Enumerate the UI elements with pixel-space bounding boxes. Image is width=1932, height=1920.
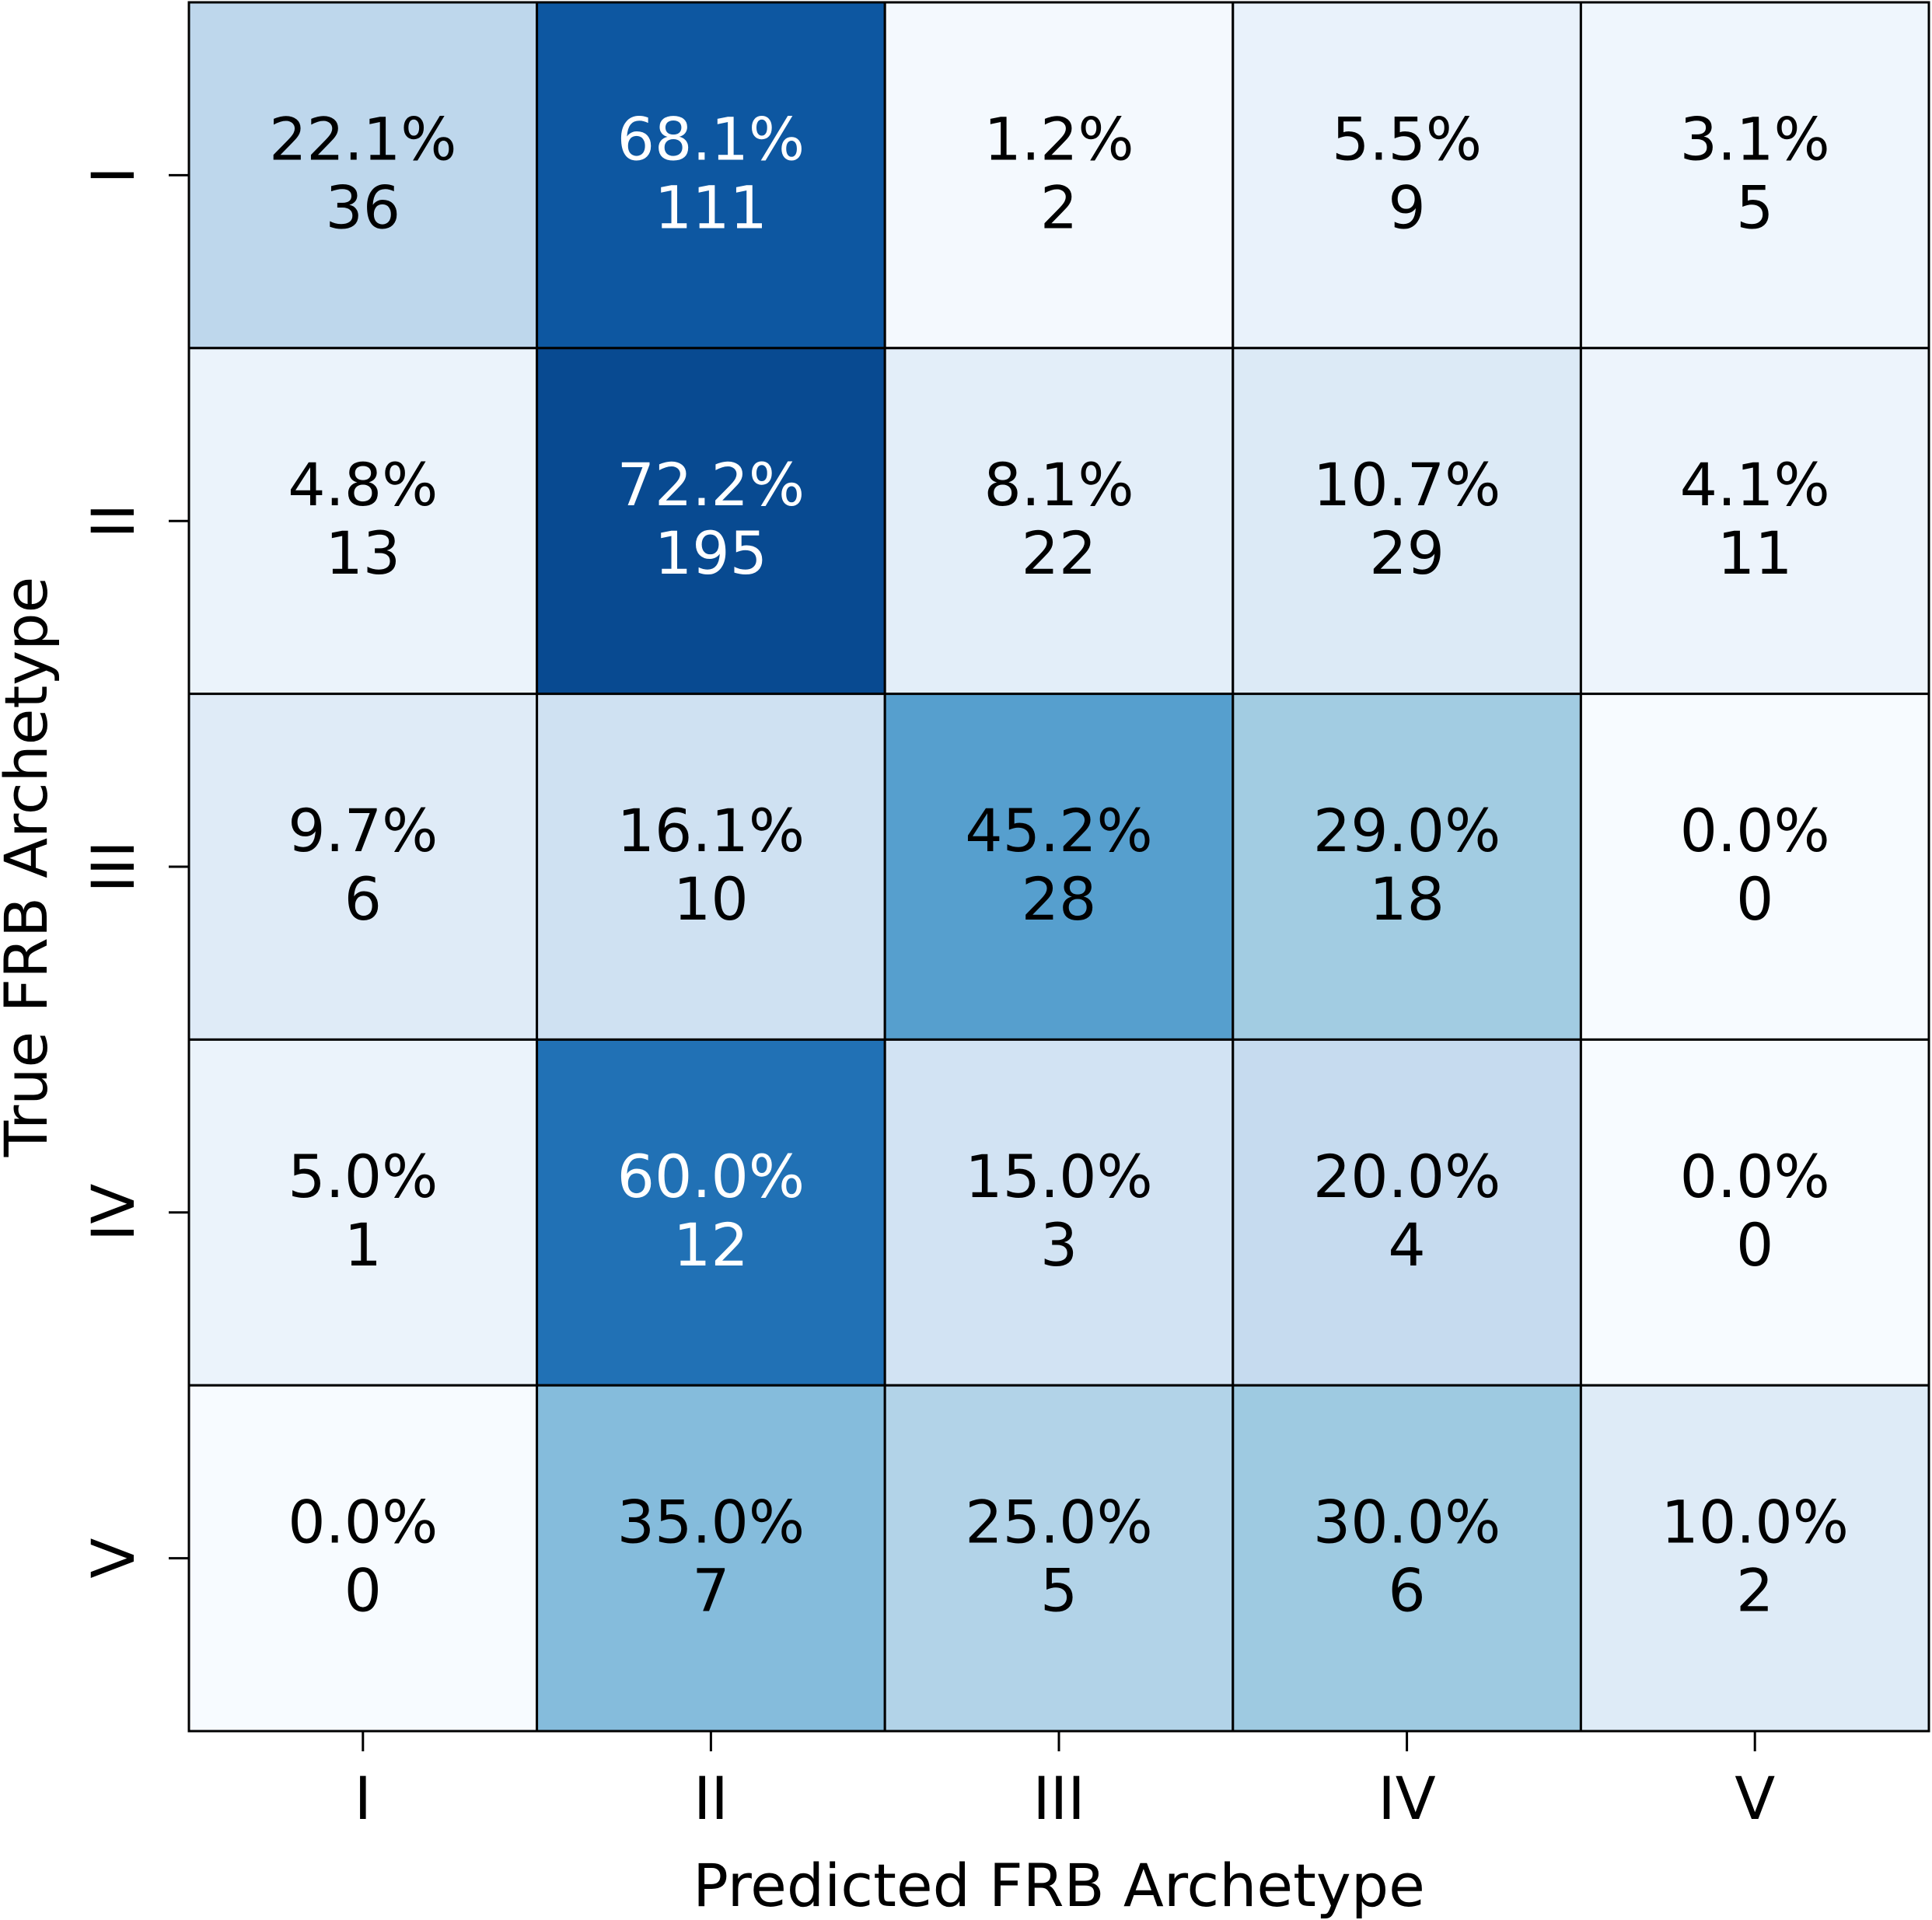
cell-percentage-label: 29.0% [1313, 796, 1501, 865]
cell-count-label: 5 [1736, 173, 1773, 242]
cell-count-label: 9 [1388, 173, 1425, 242]
cell-count-label: 22 [1022, 518, 1097, 588]
heatmap-cell [1232, 693, 1582, 1041]
cell-count-label: 6 [1388, 1556, 1425, 1625]
heatmap-cell [536, 1, 886, 350]
cell-count-label: 7 [692, 1556, 729, 1625]
heatmap-cell [1579, 693, 1930, 1041]
cell-percentage-label: 60.0% [617, 1142, 805, 1211]
cell-percentage-label: 35.0% [617, 1488, 805, 1557]
cell-percentage-label: 68.1% [617, 104, 805, 173]
cell-count-label: 5 [1040, 1556, 1078, 1625]
y-tick-label: I [79, 166, 148, 183]
cell-percentage-label: 9.7% [288, 796, 438, 865]
heatmap-cell [883, 1038, 1235, 1387]
cell-percentage-label: 22.1% [269, 104, 456, 173]
heatmap-cell [883, 347, 1235, 696]
cell-count-label: 195 [655, 518, 767, 588]
cell-count-label: 10 [673, 864, 749, 934]
cell-percentage-label: 5.5% [1332, 104, 1482, 173]
cell-percentage-label: 10.7% [1313, 450, 1501, 519]
cell-count-label: 4 [1388, 1210, 1425, 1279]
cell-percentage-label: 3.1% [1680, 104, 1830, 173]
heatmap-cell [187, 1, 539, 350]
heatmap-cell [536, 347, 886, 696]
heatmap-cell [536, 693, 886, 1041]
x-tick-label: IV [1378, 1764, 1435, 1833]
cell-percentage-label: 20.0% [1313, 1142, 1501, 1211]
heatmap-cell [187, 347, 539, 696]
x-axis-label: Predicted FRB Archetype [693, 1851, 1425, 1920]
x-tick-label: I [355, 1764, 372, 1833]
y-tick-label: V [79, 1538, 148, 1579]
heatmap-cell [187, 1384, 539, 1733]
cell-percentage-label: 0.0% [1680, 796, 1830, 865]
heatmap-cell-labels: 22.1%3668.1%1111.2%25.5%93.1%54.8%1372.2… [269, 104, 1849, 1625]
cell-percentage-label: 30.0% [1313, 1488, 1501, 1557]
y-tick-label: IV [79, 1184, 148, 1241]
heatmap-cell [1232, 1, 1582, 350]
cell-count-label: 0 [344, 1556, 382, 1625]
cell-percentage-label: 25.0% [965, 1488, 1152, 1557]
cell-count-label: 6 [344, 864, 382, 934]
x-tick-label: III [1032, 1764, 1085, 1833]
heatmap-cell [536, 1384, 886, 1733]
cell-count-label: 0 [1736, 864, 1773, 934]
cell-percentage-label: 0.0% [1680, 1142, 1830, 1211]
heatmap-cell [1232, 1038, 1582, 1387]
heatmap-cells [187, 1, 1930, 1733]
y-axis-label: True FRB Archetype [0, 577, 61, 1157]
cell-count-label: 0 [1736, 1210, 1773, 1279]
cell-count-label: 29 [1369, 518, 1445, 588]
heatmap-cell [883, 1384, 1235, 1733]
x-tick-label: II [693, 1764, 728, 1833]
cell-count-label: 111 [655, 173, 767, 242]
cell-percentage-label: 15.0% [965, 1142, 1152, 1211]
cell-count-label: 11 [1717, 518, 1793, 588]
cell-percentage-label: 8.1% [983, 450, 1134, 519]
cell-percentage-label: 0.0% [288, 1488, 438, 1557]
cell-count-label: 13 [325, 518, 400, 588]
cell-percentage-label: 72.2% [617, 450, 805, 519]
heatmap-cell [1579, 347, 1930, 696]
heatmap-cell [536, 1038, 886, 1387]
x-tick-label: V [1735, 1764, 1775, 1833]
cell-count-label: 12 [673, 1210, 749, 1279]
cell-count-label: 1 [344, 1210, 382, 1279]
cell-count-label: 36 [325, 173, 400, 242]
heatmap-cell [1579, 1, 1930, 350]
heatmap-cell [883, 693, 1235, 1041]
heatmap-cell [1579, 1038, 1930, 1387]
cell-percentage-label: 1.2% [983, 104, 1134, 173]
y-tick-label: III [79, 840, 148, 892]
cell-percentage-label: 45.2% [965, 796, 1152, 865]
y-tick-label: II [79, 504, 148, 539]
cell-count-label: 18 [1369, 864, 1445, 934]
cell-percentage-label: 5.0% [288, 1142, 438, 1211]
heatmap-cell [1579, 1384, 1930, 1733]
cell-count-label: 2 [1040, 173, 1078, 242]
cell-count-label: 2 [1736, 1556, 1773, 1625]
x-axis-ticks: I II III IV V [355, 1731, 1775, 1833]
cell-count-label: 28 [1022, 864, 1097, 934]
cell-percentage-label: 10.0% [1661, 1488, 1848, 1557]
cell-percentage-label: 4.1% [1680, 450, 1830, 519]
cell-percentage-label: 4.8% [288, 450, 438, 519]
cell-percentage-label: 16.1% [617, 796, 805, 865]
cell-count-label: 3 [1040, 1210, 1078, 1279]
